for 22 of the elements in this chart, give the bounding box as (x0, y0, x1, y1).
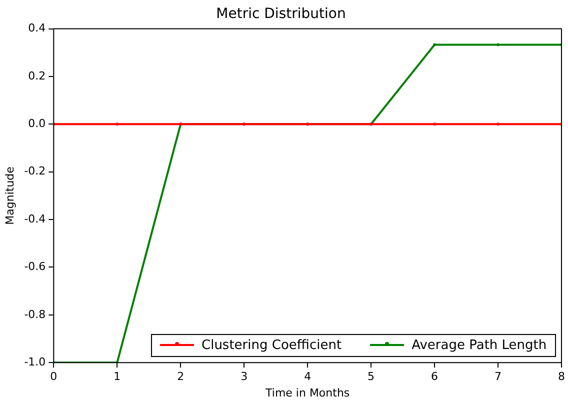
x-tick-label: 7 (494, 370, 502, 384)
x-axis-title: Time in Months (264, 386, 350, 400)
y-tick-label: -0.2 (24, 164, 46, 178)
x-tick-label: 3 (240, 370, 248, 384)
legend-label: Clustering Coefficient (202, 338, 342, 353)
y-tick-label: 0.2 (28, 69, 46, 82)
legend-label: Average Path Length (412, 338, 547, 353)
y-tick-label: -0.6 (24, 260, 46, 274)
y-axis-title: Magnitude (3, 166, 16, 225)
x-tick-label: 8 (558, 370, 565, 384)
x-tick-label: 1 (114, 370, 121, 384)
x-tick-label: 2 (177, 370, 184, 384)
y-tick-label: 0.0 (28, 117, 46, 130)
x-tick-label: 5 (368, 370, 375, 384)
y-tick-label: 0.4 (28, 22, 46, 35)
x-tick-label: 4 (304, 370, 312, 384)
x-tick-label: 0 (50, 370, 58, 384)
y-tick-label: -0.4 (24, 212, 46, 226)
y-tick-label: -0.8 (24, 308, 46, 321)
chart-title: Metric Distribution (216, 6, 346, 22)
x-tick-label: 6 (431, 370, 438, 384)
y-tick-label: -1.0 (24, 355, 46, 368)
